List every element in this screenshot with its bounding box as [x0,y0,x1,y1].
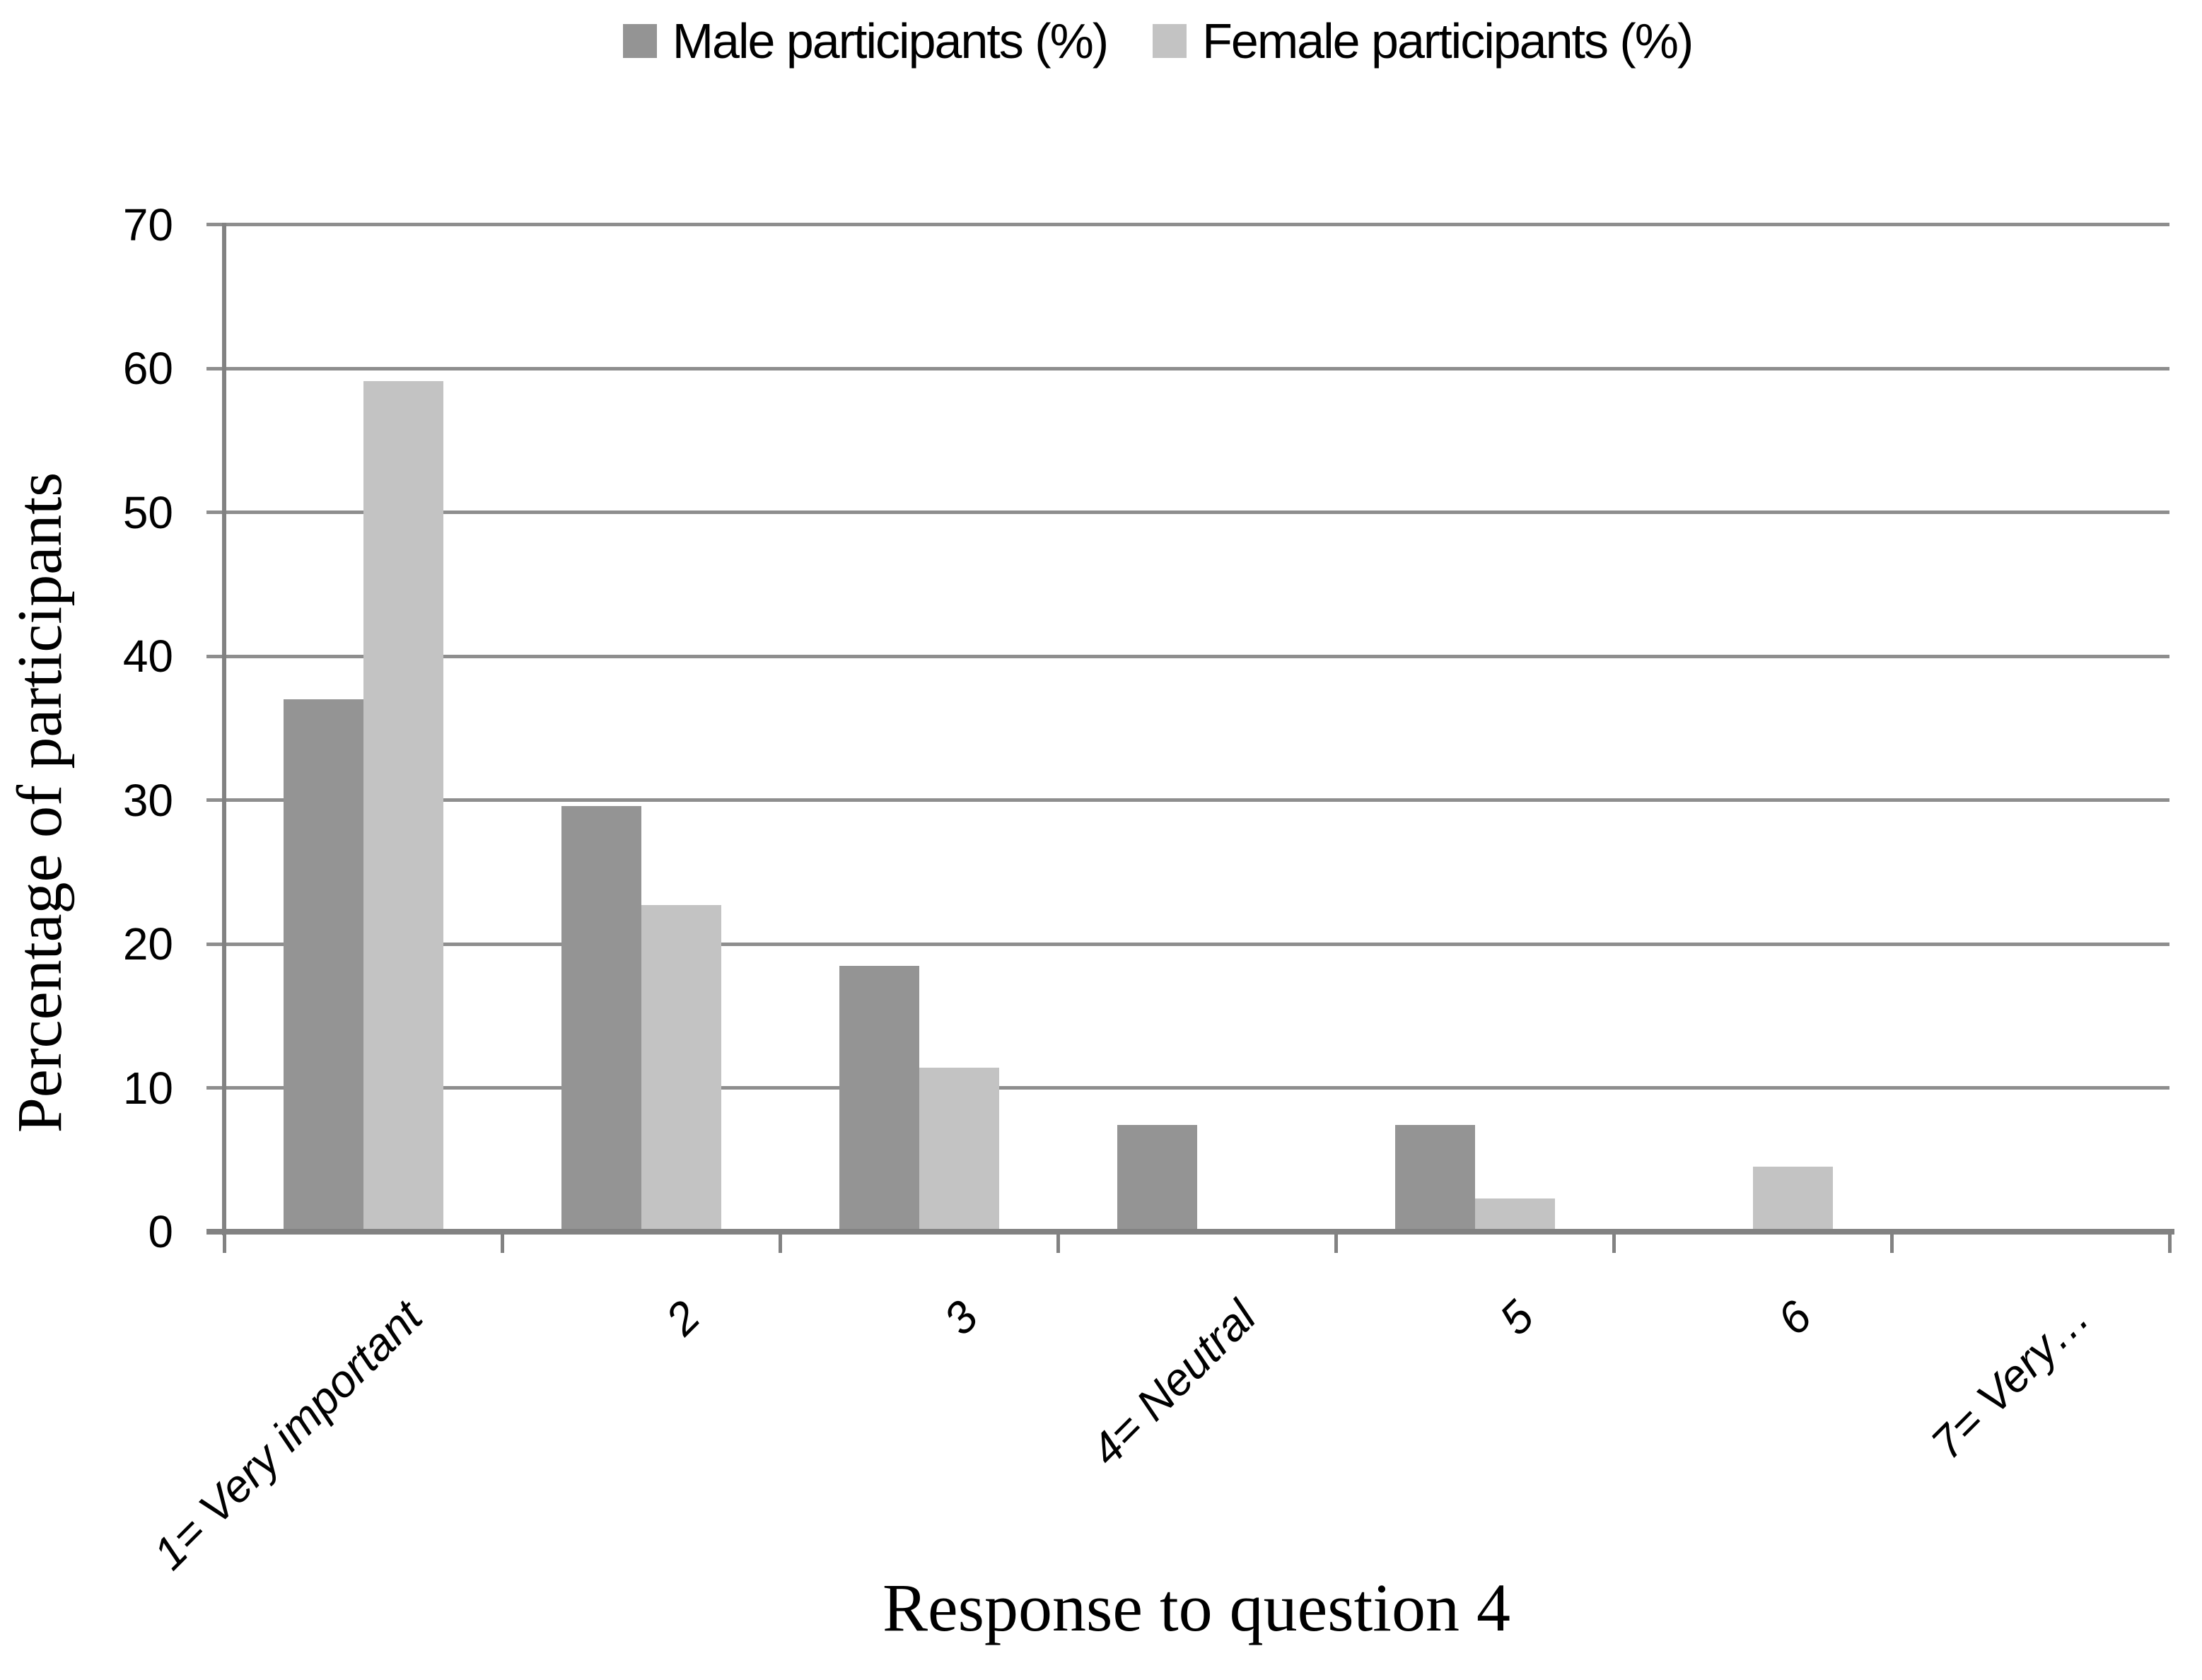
legend-label-male: Male participants (%) [672,13,1109,69]
bar-male-4 [1117,1125,1197,1232]
gridline-y-20 [206,942,2169,946]
y-tick-label-0: 0 [148,1206,173,1257]
x-tick-label-2: 2 [656,1290,710,1345]
x-tick-5 [1612,1235,1616,1253]
y-tick-label-20: 20 [122,918,173,969]
y-axis-line [222,222,226,1235]
gridline-y-10 [206,1086,2169,1090]
legend: Male participants (%) Female participant… [57,13,2202,69]
bar-female-1 [363,381,443,1232]
x-tick-6 [1889,1235,1894,1253]
legend-swatch-female-icon [1153,24,1187,58]
legend-item-female: Female participants (%) [1153,13,1694,69]
x-tick-label-7: 7= Very… [1921,1290,2099,1469]
bar-female-3 [919,1068,999,1232]
x-tick-0 [222,1235,226,1253]
x-tick-label-1: 1= Very important [143,1290,432,1580]
x-tick-3 [1056,1235,1060,1253]
y-tick-label-10: 10 [122,1062,173,1114]
x-tick-label-4: 4= Neutral [1080,1290,1266,1476]
y-axis-title: Percentage of participants [5,472,75,1133]
y-tick-label-30: 30 [122,774,173,826]
bar-female-2 [641,905,721,1232]
x-tick-4 [1334,1235,1338,1253]
y-tick-label-50: 50 [122,486,173,538]
x-axis-line [206,1229,2174,1235]
bar-male-3 [839,965,919,1232]
bar-male-5 [1395,1125,1475,1232]
gridline-y-50 [206,511,2169,514]
legend-swatch-male-icon [622,24,657,58]
y-tick-label-70: 70 [122,199,173,250]
x-tick-2 [778,1235,782,1253]
x-tick-1 [500,1235,504,1253]
y-tick-label-60: 60 [122,343,173,394]
bar-female-6 [1753,1167,1833,1232]
x-tick-label-3: 3 [933,1290,988,1345]
gridline-y-30 [206,798,2169,802]
x-tick-label-5: 5 [1489,1290,1544,1345]
gridline-y-60 [206,366,2169,371]
y-tick-label-40: 40 [122,631,173,682]
x-tick-label-6: 6 [1767,1290,1822,1345]
x-tick-7 [2167,1235,2172,1253]
x-axis-title: Response to question 4 [882,1570,1510,1645]
bar-male-1 [284,699,363,1232]
legend-item-male: Male participants (%) [622,13,1109,69]
gridline-y-40 [206,654,2169,658]
gridline-y-70 [206,223,2169,226]
legend-label-female: Female participants (%) [1202,13,1694,69]
bar-female-5 [1475,1198,1555,1232]
bar-male-2 [561,805,641,1232]
